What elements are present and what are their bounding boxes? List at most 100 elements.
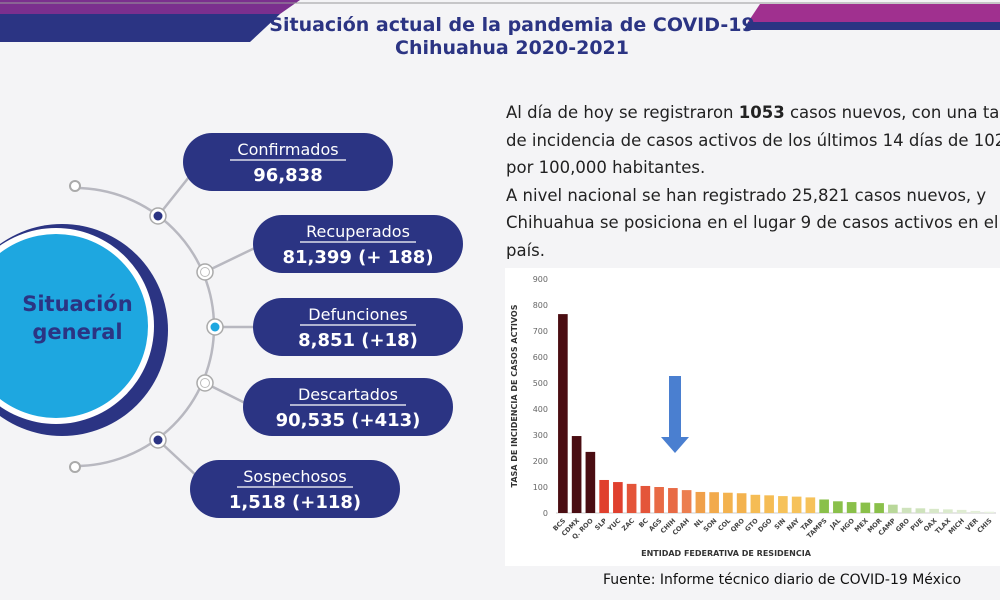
- y-tick-label: 800: [533, 301, 548, 310]
- bar: [778, 496, 788, 513]
- summary-line: por 100,000 habitantes.: [506, 154, 1000, 182]
- y-tick-label: 500: [533, 379, 548, 388]
- highlight: 1053: [738, 103, 785, 122]
- card: [253, 298, 463, 356]
- link: [157, 439, 201, 480]
- bar: [929, 508, 939, 513]
- bar: [833, 501, 843, 513]
- text: A nivel nacional se han registrado 25,82…: [506, 185, 987, 205]
- hub: [0, 234, 148, 418]
- summary-line: Chihuahua se posiciona en el lugar 9 de …: [506, 209, 1000, 237]
- bar: [571, 436, 582, 513]
- bar: [970, 510, 981, 513]
- arrow-shaft: [669, 376, 681, 438]
- text: Chihuahua se posiciona en el lugar 9 de …: [506, 213, 999, 232]
- node: [200, 378, 210, 388]
- bar: [585, 451, 596, 513]
- card-value: 8,851 (+18): [298, 330, 418, 351]
- link: [204, 242, 264, 274]
- subtitle: Chihuahua 2020-2021: [395, 37, 629, 59]
- bar: [956, 509, 967, 513]
- y-tick-label: 700: [533, 327, 548, 336]
- card-value: 96,838: [253, 165, 322, 186]
- summary: Al día de hoy se registraron 1053 casos …: [506, 99, 1000, 259]
- card: [190, 460, 400, 518]
- bar: [846, 502, 857, 513]
- bar: [984, 511, 994, 513]
- bar: [640, 485, 651, 513]
- bar: [558, 314, 568, 513]
- y-tick-label: 600: [533, 353, 548, 362]
- card-value: 90,535 (+413): [276, 410, 421, 431]
- chart-panel: [505, 268, 1000, 566]
- cards: Confirmados 96,838 Recuperados 81,399 (+ 18…: [183, 133, 463, 518]
- card: [253, 215, 463, 273]
- text: casos nuevos, con una tasa: [784, 103, 1000, 122]
- arc-end: [69, 461, 81, 473]
- y-tick-label: 200: [533, 457, 548, 466]
- bar: [695, 491, 706, 513]
- text: por 100,000 habitantes.: [506, 158, 706, 177]
- bar: [750, 494, 761, 513]
- source: Fuente: Informe técnico diario de COVID-…: [603, 572, 962, 588]
- node: [153, 211, 163, 221]
- bar: [626, 483, 637, 513]
- card-label: Recuperados: [306, 222, 410, 241]
- hub-label: Situación general: [22, 292, 133, 344]
- summary-line: A nivel nacional se han registrado 25,82…: [506, 182, 1000, 210]
- y-tick-label: 900: [533, 275, 548, 284]
- bar: [681, 490, 692, 513]
- y-tick-label: 100: [533, 483, 548, 492]
- card-label: Defunciones: [308, 305, 407, 324]
- summary-line: Al día de hoy se registraron 1053 casos …: [506, 99, 1000, 127]
- text: de incidencia de casos activos de los úl…: [506, 130, 1000, 150]
- link: [157, 171, 194, 217]
- bar: [723, 492, 733, 513]
- node: [153, 435, 163, 445]
- bar: [915, 508, 926, 513]
- bar: [901, 507, 912, 513]
- y-tick-label: 400: [533, 405, 548, 414]
- bar: [888, 504, 898, 513]
- node: [200, 267, 210, 277]
- bar: [860, 502, 871, 513]
- bar: [874, 503, 884, 513]
- card-label: Confirmados: [237, 140, 338, 159]
- title: Situación actual de la pandemia de COVID…: [269, 14, 754, 36]
- card-value: 1,518 (+118): [229, 492, 361, 513]
- bar: [668, 488, 678, 513]
- bar: [819, 499, 829, 513]
- decor-stripe: [0, 0, 300, 14]
- hub-label-box: Situación general: [22, 292, 133, 344]
- card-label: Descartados: [298, 385, 398, 404]
- bar: [943, 509, 953, 513]
- node: [210, 322, 220, 332]
- arrow-head: [661, 437, 689, 453]
- card-value: 81,399 (+ 188): [282, 247, 433, 268]
- summary-line: de incidencia de casos activos de los úl…: [506, 127, 1000, 155]
- decor-band: [744, 22, 1000, 30]
- bar: [791, 496, 802, 513]
- x-axis-title: ENTIDAD FEDERATIVA DE RESIDENCIA: [641, 549, 812, 558]
- bar: [613, 482, 623, 513]
- bar: [805, 497, 816, 513]
- card: [183, 133, 393, 191]
- card: [243, 378, 453, 436]
- text: Al día de hoy se registraron: [506, 103, 739, 122]
- summary-line: país.: [506, 237, 1000, 260]
- chart: 0 100 200 300 400 500 600 700 800 900 TASA DE INCI…: [510, 275, 996, 558]
- decor-stripe: [748, 4, 1000, 22]
- text: país.: [506, 240, 546, 260]
- bar: [599, 479, 609, 513]
- bar: [709, 492, 719, 513]
- y-tick-label: 0: [543, 509, 548, 518]
- bar: [764, 495, 774, 513]
- arc-end: [69, 180, 81, 192]
- bar: [654, 487, 664, 513]
- decor-band: [0, 14, 280, 42]
- y-axis-title: TASA DE INCIDENCIA DE CASOS ACTIVOS: [510, 304, 519, 487]
- bar: [736, 493, 747, 513]
- y-tick-label: 300: [533, 431, 548, 440]
